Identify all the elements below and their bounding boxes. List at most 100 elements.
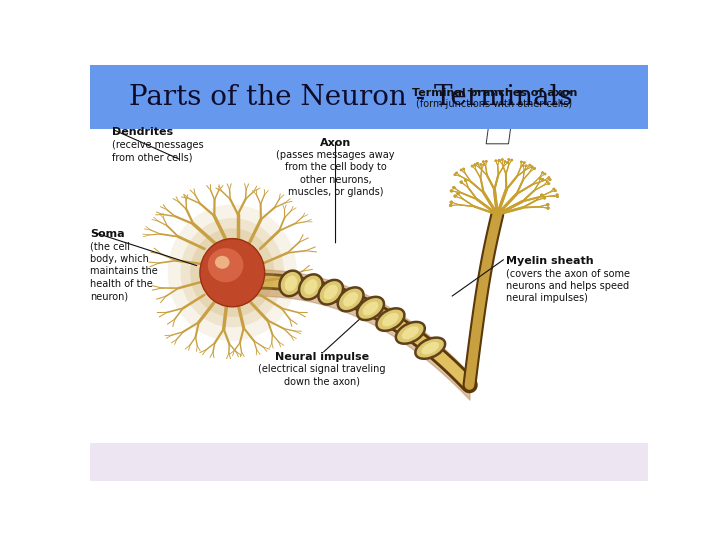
Ellipse shape [377, 308, 405, 331]
Ellipse shape [450, 201, 453, 204]
Ellipse shape [534, 167, 536, 170]
Ellipse shape [552, 188, 555, 190]
Ellipse shape [501, 158, 504, 161]
Ellipse shape [482, 164, 485, 166]
Ellipse shape [547, 176, 550, 179]
Text: (passes messages away
from the cell body to
other neurons,
muscles, or glands): (passes messages away from the cell body… [276, 150, 395, 197]
Ellipse shape [200, 239, 265, 307]
Ellipse shape [531, 165, 534, 168]
Ellipse shape [402, 326, 419, 339]
Ellipse shape [547, 183, 550, 185]
Text: Myelin sheath: Myelin sheath [505, 256, 593, 266]
Ellipse shape [456, 192, 460, 195]
Bar [90, 129, 648, 443]
Text: (receive messages
from other cells): (receive messages from other cells) [112, 140, 204, 162]
Ellipse shape [552, 188, 555, 190]
Ellipse shape [482, 160, 485, 163]
Ellipse shape [556, 193, 559, 196]
Ellipse shape [415, 338, 445, 359]
Ellipse shape [456, 192, 460, 195]
Text: Soma: Soma [90, 229, 125, 239]
Ellipse shape [168, 205, 297, 341]
Ellipse shape [450, 201, 453, 204]
Ellipse shape [485, 160, 487, 163]
Text: Dendrites: Dendrites [112, 127, 174, 137]
Ellipse shape [343, 292, 358, 307]
Ellipse shape [462, 168, 465, 170]
Ellipse shape [495, 159, 498, 162]
Text: Parts of the Neuron - Terminals: Parts of the Neuron - Terminals [129, 84, 572, 111]
Ellipse shape [471, 165, 474, 167]
Ellipse shape [520, 160, 523, 163]
Ellipse shape [455, 172, 458, 174]
Ellipse shape [464, 179, 467, 182]
Ellipse shape [525, 165, 528, 167]
Text: Terminal branches of axon: Terminal branches of axon [412, 87, 577, 98]
Ellipse shape [474, 163, 477, 166]
Text: Axon: Axon [320, 138, 351, 147]
Ellipse shape [498, 159, 500, 161]
Text: (covers the axon of some
neurons and helps speed
neural impulses): (covers the axon of some neurons and hel… [505, 268, 630, 303]
Ellipse shape [464, 179, 467, 182]
Ellipse shape [556, 195, 559, 198]
Ellipse shape [452, 186, 456, 189]
Ellipse shape [554, 190, 557, 192]
Ellipse shape [324, 285, 338, 300]
Ellipse shape [455, 172, 458, 174]
Ellipse shape [284, 275, 297, 291]
Bar [90, 443, 648, 481]
Ellipse shape [531, 166, 534, 168]
Ellipse shape [421, 342, 439, 354]
Ellipse shape [449, 204, 452, 207]
Ellipse shape [459, 180, 463, 184]
Ellipse shape [208, 248, 243, 282]
Ellipse shape [215, 256, 230, 269]
Ellipse shape [544, 173, 546, 176]
Ellipse shape [460, 168, 462, 171]
Ellipse shape [304, 279, 318, 295]
Ellipse shape [498, 159, 500, 161]
Ellipse shape [454, 194, 457, 198]
Ellipse shape [454, 173, 456, 176]
Ellipse shape [474, 163, 477, 166]
Text: (the cell
body, which
maintains the
health of the
neuron): (the cell body, which maintains the heal… [90, 241, 158, 301]
Ellipse shape [541, 178, 544, 180]
Ellipse shape [462, 168, 465, 170]
Ellipse shape [503, 160, 506, 163]
Ellipse shape [540, 193, 544, 197]
Ellipse shape [544, 173, 546, 176]
Ellipse shape [480, 163, 482, 166]
Ellipse shape [474, 164, 476, 166]
Text: (form junctions with other cells): (form junctions with other cells) [416, 99, 572, 109]
Ellipse shape [547, 183, 550, 185]
Ellipse shape [299, 274, 323, 300]
Ellipse shape [501, 158, 504, 161]
Ellipse shape [541, 171, 544, 174]
Ellipse shape [485, 160, 487, 163]
Ellipse shape [510, 159, 513, 161]
Ellipse shape [541, 178, 544, 180]
Ellipse shape [471, 165, 474, 167]
Ellipse shape [452, 186, 456, 189]
Ellipse shape [523, 161, 526, 164]
Ellipse shape [480, 163, 482, 166]
Ellipse shape [474, 164, 476, 166]
Ellipse shape [508, 158, 510, 161]
Ellipse shape [508, 158, 510, 161]
Ellipse shape [495, 159, 498, 162]
Ellipse shape [498, 159, 500, 162]
Ellipse shape [546, 203, 549, 206]
Ellipse shape [476, 162, 479, 165]
Ellipse shape [546, 181, 549, 183]
Ellipse shape [534, 167, 536, 170]
Ellipse shape [460, 168, 462, 171]
Ellipse shape [510, 159, 513, 161]
Ellipse shape [539, 177, 541, 180]
Text: Neural impulse: Neural impulse [274, 352, 369, 362]
Ellipse shape [482, 164, 485, 166]
Ellipse shape [523, 161, 526, 164]
Bar [90, 65, 648, 129]
Ellipse shape [318, 280, 343, 305]
Ellipse shape [522, 164, 525, 167]
Ellipse shape [554, 190, 557, 192]
